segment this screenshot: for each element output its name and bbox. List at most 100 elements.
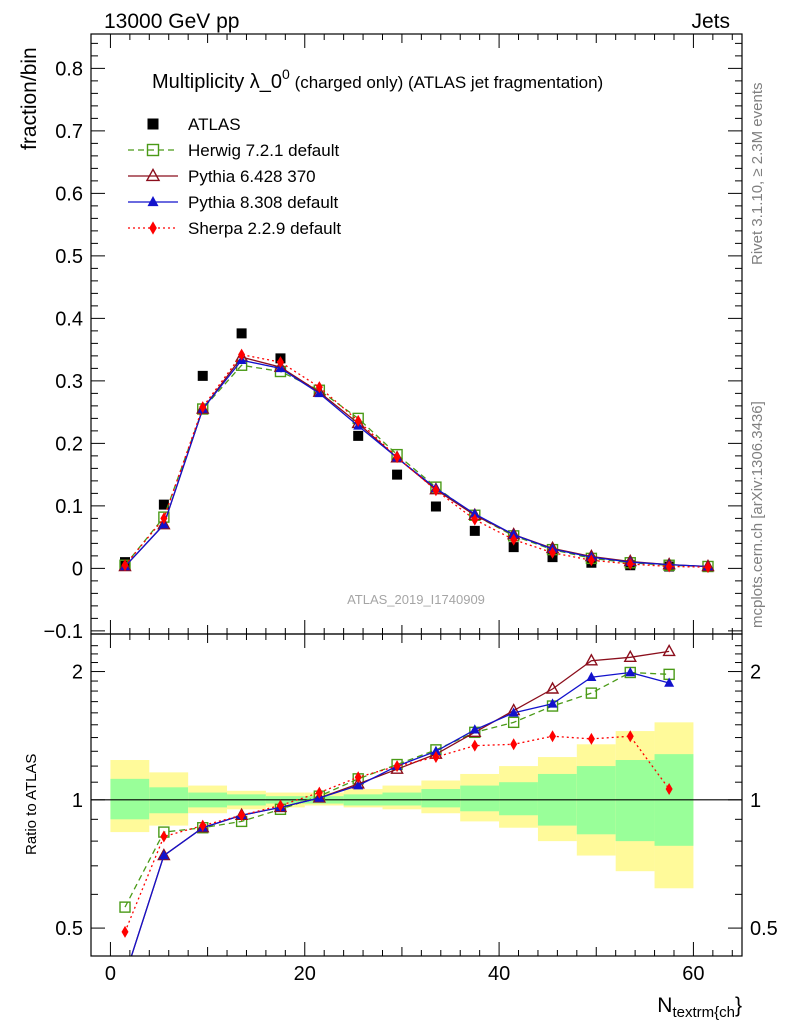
ratio-sherpa-2-2-9-default-point-7 (393, 760, 401, 773)
atlas-point-6 (353, 430, 364, 441)
sherpa-2-2-9-default-point-15 (704, 561, 712, 574)
ratio-y-tick-label-left-0: 0.5 (55, 918, 83, 940)
main-y-tick-label-0: −0.1 (44, 621, 83, 643)
ratio-pythia-6-428-370-point-11 (545, 681, 560, 694)
analysis-watermark: ATLAS_2019_I1740909 (347, 592, 485, 607)
ratio-plot-frame (90, 633, 743, 957)
energy-label: 13000 GeV pp (104, 10, 239, 33)
legend-marker-sherpa-2-2-9-default (149, 221, 157, 235)
ratio-green-band-7 (382, 792, 422, 806)
ratio-sherpa-2-2-9-default-point-12 (587, 732, 595, 745)
ratio-herwig-7-2-1-default-point-0 (119, 901, 131, 913)
main-y-axis-label: fraction/bin (18, 47, 41, 150)
ratio-y-tick-label-left-2: 2 (72, 662, 83, 684)
atlas-point-7 (392, 469, 403, 480)
x-axis-subscript: textrm{ch (672, 1004, 735, 1021)
sherpa-2-2-9-default-point-2 (199, 401, 207, 414)
ratio-pythia-8-308-default-point-13 (625, 666, 636, 677)
ratio-pythia-8-308-default-point-10 (508, 707, 519, 717)
ratio-pythia-8-308-default-point-14 (664, 677, 675, 687)
sherpa-2-2-9-default-point-14 (665, 560, 673, 573)
sherpa-2-2-9-default-point-9 (471, 513, 479, 526)
ratio-y-axis-label: Ratio to ATLAS (23, 754, 40, 855)
main-y-tick-label-8: 0.7 (55, 121, 83, 143)
ratio-sherpa-2-2-9-default-point-4 (276, 799, 284, 812)
x-tick-label-1: 20 (294, 963, 316, 985)
ratio-sherpa-2-2-9-default-point-2 (199, 819, 207, 832)
sherpa-2-2-9-default-line (124, 353, 709, 568)
legend-entry-pythia-6-428-370: Pythia 6.428 370 (128, 167, 316, 186)
rivet-label: Rivet 3.1.10, ≥ 2.3M events (749, 83, 766, 266)
main-y-tick-label-5: 0.4 (55, 308, 83, 330)
title-suffix: (charged only) (ATLAS jet fragmentation) (290, 73, 603, 92)
jets-label: Jets (691, 10, 730, 33)
atlas-point-8 (430, 501, 441, 512)
ratio-green-band-13 (615, 760, 655, 842)
ratio-sherpa-2-2-9-default-point-3 (238, 809, 246, 822)
legend-marker-pythia-8-308-default (147, 195, 159, 207)
legend-entry-pythia-8-308-default: Pythia 8.308 default (128, 193, 339, 212)
ratio-pythia-6-428-370-point-14 (662, 643, 676, 657)
sherpa-2-2-9-default-point-13 (626, 558, 634, 570)
ratio-sherpa-2-2-9-default-point-14 (665, 783, 673, 796)
main-y-tick-label-3: 0.2 (55, 433, 83, 455)
sherpa-2-2-9-default-point-0 (121, 559, 129, 572)
ratio-green-band-0 (110, 778, 150, 820)
ratio-green-band-10 (499, 782, 538, 816)
legend-marker-herwig-7-2-1-default (146, 143, 160, 157)
main-y-tick-label-7: 0.6 (55, 183, 83, 205)
x-axis-label: Ntextrm{ch} (657, 994, 742, 1021)
ratio-herwig-7-2-1-default-line (124, 671, 670, 908)
legend-marker-atlas (147, 118, 159, 130)
plot-title: Multiplicity λ_00 (charged only) (ATLAS … (152, 66, 603, 93)
ratio-sherpa-2-2-9-default-point-5 (315, 786, 323, 799)
sherpa-2-2-9-default-point-7 (393, 451, 401, 464)
ratio-pythia-6-428-370-point-12 (584, 653, 599, 666)
main-y-tick-label-9: 0.8 (55, 58, 83, 80)
x-tick-label-2: 40 (488, 963, 510, 985)
sherpa-2-2-9-default-point-4 (276, 356, 284, 369)
legend-label-herwig-7-2-1-default: Herwig 7.2.1 default (188, 141, 339, 160)
ratio-sherpa-2-2-9-default-point-10 (510, 738, 518, 751)
ratio-y-tick-label-right-2: 2 (750, 662, 761, 684)
legend-label-atlas: ATLAS (188, 115, 241, 134)
legend-marker-pythia-6-428-370 (145, 167, 161, 182)
main-y-tick-label-4: 0.3 (55, 371, 83, 393)
pythia-6-428-370-line (124, 356, 709, 568)
ratio-pythia-8-308-default-point-11 (547, 698, 558, 708)
ratio-pythia-8-308-default-point-12 (586, 671, 597, 681)
legend-label-pythia-8-308-default: Pythia 8.308 default (188, 193, 339, 212)
ratio-sherpa-2-2-9-default-point-13 (626, 730, 634, 743)
mcplots-label: mcplots.cern.ch [arXiv:1306.3436] (749, 401, 766, 628)
main-y-tick-label-1: 0 (72, 558, 83, 580)
legend-entry-atlas: ATLAS (147, 115, 241, 134)
ratio-herwig-7-2-1-default-point-10 (507, 716, 520, 729)
x-axis-label-end: } (735, 994, 742, 1017)
legend-label-sherpa-2-2-9-default: Sherpa 2.2.9 default (188, 219, 341, 238)
ratio-herwig-7-2-1-default-point-12 (585, 687, 598, 699)
sherpa-2-2-9-default-point-8 (432, 484, 440, 497)
ratio-pythia-8-308-default-point-9 (469, 724, 480, 734)
atlas-point-10 (508, 542, 519, 553)
ratio-pythia-6-428-370-point-1 (157, 848, 171, 861)
ratio-y-tick-label-right-1: 1 (750, 790, 761, 812)
atlas-point-1 (158, 499, 169, 510)
ratio-y-tick-label-left-1: 1 (72, 790, 83, 812)
sherpa-2-2-9-default-point-6 (354, 414, 362, 427)
legend-entry-sherpa-2-2-9-default: Sherpa 2.2.9 default (128, 219, 341, 238)
x-tick-label-0: 0 (105, 963, 116, 985)
sherpa-2-2-9-default-point-1 (160, 512, 168, 525)
sherpa-2-2-9-default-point-12 (587, 554, 595, 567)
ratio-pythia-8-308-default-point-8 (430, 745, 441, 756)
main-y-tick-label-6: 0.5 (55, 246, 83, 268)
ratio-y-tick-label-right-0: 0.5 (750, 918, 778, 940)
main-y-tick-label-2: 0.1 (55, 496, 83, 518)
sherpa-2-2-9-default-point-10 (510, 533, 518, 546)
pythia-8-308-default-line (124, 359, 709, 568)
atlas-point-2 (197, 370, 208, 381)
x-tick-label-3: 60 (682, 963, 704, 985)
ratio-pythia-6-428-370-point-13 (623, 649, 637, 663)
ratio-sherpa-2-2-9-default-point-9 (471, 739, 479, 752)
ratio-sherpa-2-2-9-default-point-8 (432, 751, 440, 764)
